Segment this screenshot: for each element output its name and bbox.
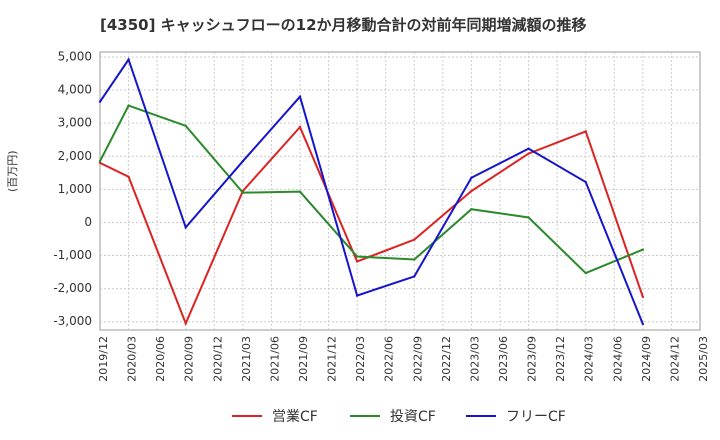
y-tick-label: 1,000 — [58, 182, 92, 196]
data-point — [527, 152, 530, 155]
data-point — [184, 124, 187, 128]
y-tick-labels: 5,000 4,000 3,000 2,000 1,000 0 -1,000 -2,000 -3… — [53, 49, 92, 328]
data-point — [298, 125, 302, 129]
legend: 営業CF 投資CF フリーCF — [0, 398, 720, 434]
x-tick-label: 2020/09 — [183, 336, 196, 382]
x-tick-label: 2021/03 — [240, 336, 253, 382]
x-tick-label: 2023/09 — [526, 336, 539, 382]
y-tick-label: -3,000 — [53, 314, 92, 328]
data-point — [413, 275, 416, 278]
x-tick-label: 2024/12 — [668, 336, 681, 382]
data-point — [470, 176, 473, 179]
x-tick-label: 2019/12 — [97, 336, 110, 382]
y-tick-label: 5,000 — [58, 49, 92, 63]
legend-swatch-free-cf — [466, 415, 496, 417]
x-tick-label: 2021/12 — [326, 336, 339, 382]
data-point — [241, 191, 245, 194]
data-point — [127, 104, 130, 107]
legend-item-investing-cf: 投資CF — [350, 406, 436, 426]
plot-area-frame — [99, 51, 701, 331]
chart-title: [4350] キャッシュフローの12か月移動合計の対前年同期増減額の推移 — [100, 16, 587, 34]
data-point — [470, 208, 473, 211]
x-tick-label: 2024/03 — [583, 336, 596, 382]
data-point — [98, 161, 102, 165]
x-tick-label: 2024/06 — [611, 336, 624, 382]
x-tick-label: 2021/09 — [297, 336, 310, 382]
legend-swatch-operating-cf — [232, 415, 262, 417]
y-tick-label: -2,000 — [53, 281, 92, 295]
legend-label-free-cf: フリーCF — [506, 409, 566, 425]
data-point — [98, 100, 102, 103]
x-tick-label: 2023/06 — [497, 336, 510, 382]
data-point — [527, 147, 530, 150]
x-tick-label: 2021/06 — [268, 336, 281, 382]
legend-swatch-investing-cf — [350, 415, 380, 417]
data-point — [413, 258, 416, 261]
y-tick-label: 4,000 — [58, 83, 92, 97]
x-tick-label: 2020/03 — [126, 336, 139, 382]
x-tick-label: 2022/09 — [411, 336, 424, 382]
y-tick-label: 3,000 — [58, 116, 92, 130]
x-tick-label: 2020/12 — [211, 336, 224, 382]
legend-label-investing-cf: 投資CF — [390, 409, 436, 425]
chart-plot: 5,000 4,000 3,000 2,000 1,000 0 -1,000 -2,000 -3… — [53, 49, 710, 382]
data-point — [641, 248, 645, 251]
data-point — [127, 175, 130, 178]
x-tick-labels: 2019/12 2020/03 2020/06 2020/09 2020/12 2021/… — [97, 336, 710, 382]
data-point — [355, 294, 359, 297]
data-point — [584, 180, 587, 184]
series-lines — [98, 57, 645, 327]
x-tick-label: 2022/06 — [383, 336, 396, 382]
x-tick-label: 2022/12 — [440, 336, 453, 382]
data-point — [184, 322, 187, 325]
data-point — [98, 160, 102, 163]
data-point — [470, 189, 473, 193]
x-tick-label: 2023/03 — [468, 336, 481, 382]
data-point — [413, 238, 416, 241]
x-tick-label: 2022/03 — [354, 336, 367, 382]
legend-label-operating-cf: 営業CF — [272, 409, 318, 425]
data-point — [641, 322, 645, 326]
y-tick-label: 0 — [84, 215, 92, 229]
data-point — [641, 295, 645, 299]
data-point — [527, 216, 530, 219]
legend-item-free-cf: フリーCF — [466, 406, 566, 426]
data-point — [241, 160, 245, 163]
data-point — [184, 226, 187, 229]
x-tick-label: 2025/03 — [697, 336, 710, 382]
x-tick-label: 2024/09 — [640, 336, 653, 382]
data-point — [584, 130, 587, 133]
data-point — [584, 271, 587, 275]
data-point — [127, 58, 130, 61]
x-tick-label: 2023/12 — [554, 336, 567, 382]
y-tick-label: 2,000 — [58, 149, 92, 163]
x-tick-label: 2020/06 — [154, 336, 167, 382]
legend-item-operating-cf: 営業CF — [232, 406, 318, 426]
y-tick-label: -1,000 — [53, 248, 92, 262]
data-point — [298, 95, 302, 98]
data-point — [355, 260, 359, 263]
data-point — [298, 190, 302, 193]
data-point — [355, 255, 359, 258]
